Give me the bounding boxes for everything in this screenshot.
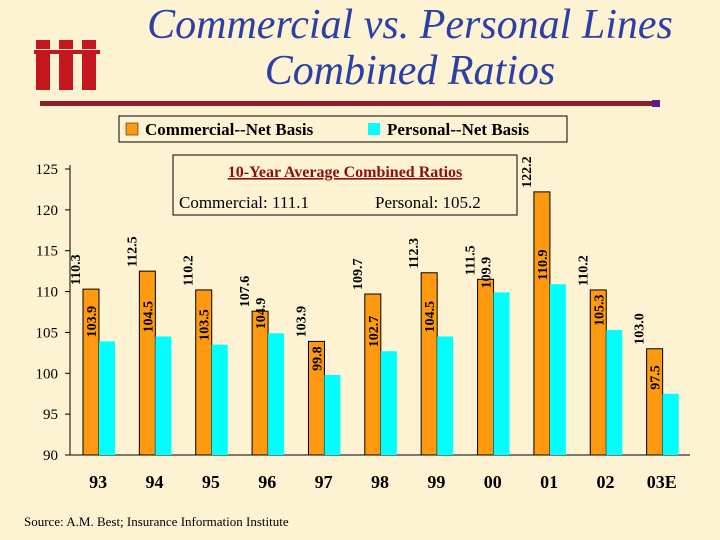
data-label-commercial: 107.6	[238, 276, 253, 308]
title-rule-end	[652, 100, 660, 107]
data-label-personal: 99.8	[310, 346, 325, 371]
x-tick-label: 97	[315, 472, 333, 492]
data-label-personal: 105.3	[592, 294, 607, 326]
bar-personal	[606, 329, 623, 455]
data-label-personal: 109.9	[480, 257, 495, 288]
data-label-commercial: 110.2	[182, 255, 197, 286]
data-label-commercial: 111.5	[464, 245, 479, 275]
title-line-2: Combined Ratios	[264, 48, 556, 94]
bar-personal	[268, 333, 285, 455]
bar-commercial	[477, 278, 495, 456]
x-tick-label: 01	[540, 472, 558, 492]
annotation-heading: 10-Year Average Combined Ratios	[228, 164, 463, 181]
y-tick-label: 115	[36, 244, 58, 260]
data-label-personal: 102.7	[367, 316, 382, 348]
bar-commercial	[420, 272, 438, 456]
bar-commercial	[646, 348, 664, 456]
bar-personal	[324, 374, 341, 455]
data-label-commercial: 103.0	[633, 313, 648, 345]
legend-swatch-personal	[368, 123, 380, 135]
data-label-personal: 97.5	[649, 365, 664, 390]
x-tick-label: 02	[596, 472, 614, 492]
legend-box	[118, 115, 568, 143]
bar-personal	[493, 292, 510, 455]
bar-personal	[211, 344, 228, 455]
x-tick-label: 96	[258, 472, 276, 492]
y-tick-label: 110	[36, 285, 58, 301]
chart-title: Commercial vs. Personal Lines Combined R…	[120, 2, 700, 94]
source-note: Source: A.M. Best; Insurance Information…	[24, 514, 289, 529]
bar-personal	[549, 284, 566, 455]
bar-commercial	[251, 310, 269, 456]
annotation-commercial: Commercial: 111.1	[179, 193, 309, 212]
bar-personal	[662, 393, 679, 455]
data-label-commercial: 110.2	[576, 255, 591, 286]
title-line-1: Commercial vs. Personal Lines	[147, 2, 673, 48]
bar-commercial	[533, 191, 551, 456]
data-label-commercial: 103.9	[294, 306, 309, 338]
y-tick-label: 105	[36, 325, 59, 341]
y-tick-label: 125	[36, 162, 59, 178]
data-label-personal: 104.5	[423, 301, 438, 333]
data-label-personal: 104.5	[141, 301, 156, 333]
bar-commercial	[138, 270, 156, 456]
data-label-personal: 103.9	[85, 306, 100, 338]
data-label-personal: 103.5	[198, 309, 213, 341]
annotation-personal: Personal: 105.2	[375, 193, 481, 212]
title-rule	[40, 101, 660, 106]
data-label-commercial: 110.3	[69, 254, 84, 285]
data-label-commercial: 109.7	[351, 259, 366, 291]
x-tick-label: 95	[202, 472, 220, 492]
x-tick-label: 00	[484, 472, 502, 492]
data-label-commercial: 112.3	[407, 238, 422, 269]
data-label-personal: 104.9	[254, 298, 269, 330]
data-label-commercial: 122.2	[520, 156, 535, 188]
x-tick-label: 99	[427, 472, 445, 492]
y-tick-label: 120	[36, 203, 59, 219]
annotation-box	[172, 154, 518, 216]
y-tick-label: 100	[36, 366, 59, 382]
y-tick-label: 90	[43, 448, 58, 464]
data-label-personal: 110.9	[536, 249, 551, 280]
data-label-commercial: 112.5	[125, 236, 140, 267]
x-tick-label: 03E	[647, 472, 677, 492]
x-tick-label: 98	[371, 472, 389, 492]
bar-personal	[99, 341, 115, 455]
legend-swatch-commercial	[125, 122, 139, 136]
iii-logo-icon	[34, 40, 100, 90]
y-tick-label: 95	[43, 407, 58, 423]
bar-personal	[380, 351, 397, 455]
legend-label-personal: Personal--Net Basis	[387, 120, 530, 139]
x-tick-label: 93	[89, 472, 107, 492]
legend-label-commercial: Commercial--Net Basis	[145, 120, 314, 139]
bar-personal	[437, 336, 454, 455]
x-tick-label: 94	[146, 472, 164, 492]
bar-personal	[155, 336, 172, 455]
